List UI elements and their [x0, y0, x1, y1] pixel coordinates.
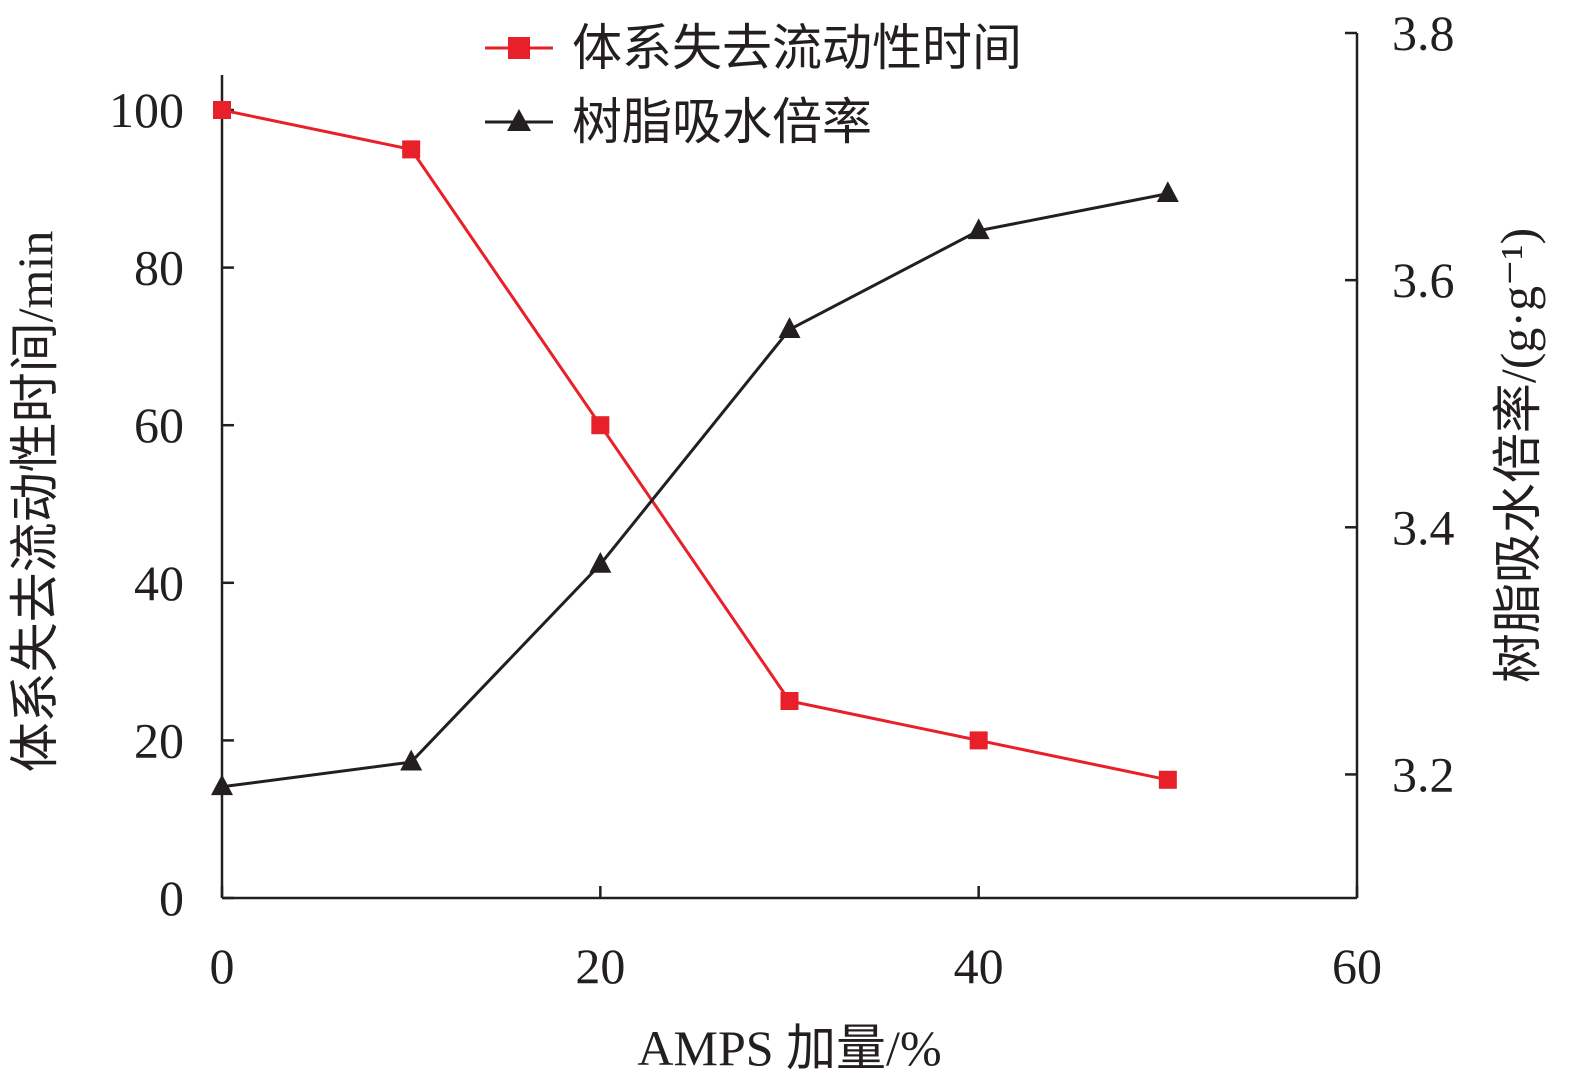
series-2-marker [211, 774, 233, 796]
series-2-line [221, 192, 1169, 789]
y-right-tick-label: 3.6 [1392, 252, 1455, 308]
x-tick-label: 0 [210, 938, 235, 994]
series-1-line [221, 108, 1169, 782]
axes [220, 33, 1359, 900]
y-left-tick-label: 60 [134, 397, 184, 453]
series-2-marker [967, 218, 990, 240]
series-1-marker [213, 101, 231, 119]
series-layer [211, 101, 1179, 796]
legend-label-series-1: 体系失去流动性时间 [572, 20, 1022, 76]
y-right-tick-label: 3.8 [1392, 5, 1455, 61]
series-2-marker [589, 551, 612, 573]
y-left-tick-label: 80 [134, 240, 184, 296]
legend-marker-series-2 [507, 109, 531, 131]
x-tick-label: 60 [1332, 938, 1382, 994]
legend-label-series-2: 树脂吸水倍率 [572, 94, 872, 150]
series-1-marker [780, 692, 799, 710]
y-left-tick-label: 0 [159, 870, 184, 926]
ticks: 0 20 40 60 0 20 40 60 80 100 3.2 3.4 3.6 3.8 [109, 5, 1455, 994]
x-tick-label: 40 [954, 938, 1004, 994]
series-2-marker [778, 317, 801, 338]
legend: 体系失去流动性时间 树脂吸水倍率 [485, 20, 1022, 150]
y-right-tick-label: 3.4 [1392, 499, 1455, 555]
y-right-tick-label: 3.2 [1392, 746, 1455, 802]
y-left-tick-label: 100 [109, 82, 184, 138]
y-left-tick-label: 20 [134, 712, 184, 768]
legend-marker-series-1 [508, 37, 530, 59]
series-2-marker [1156, 181, 1179, 203]
y-left-axis-title: 体系失去流动性时间/min [7, 231, 63, 773]
y-left-tick-label: 40 [134, 555, 184, 611]
series-1-marker [1158, 770, 1177, 789]
series-1-marker [969, 731, 988, 750]
x-axis-title: AMPS 加量/% [637, 1020, 941, 1076]
series-1-marker [591, 416, 610, 435]
y-right-axis-title: 树脂吸水倍率/(g·g⁻¹) [1490, 228, 1546, 683]
series-1-marker [402, 140, 421, 159]
x-tick-label: 20 [575, 938, 625, 994]
series-2-marker [400, 749, 423, 771]
